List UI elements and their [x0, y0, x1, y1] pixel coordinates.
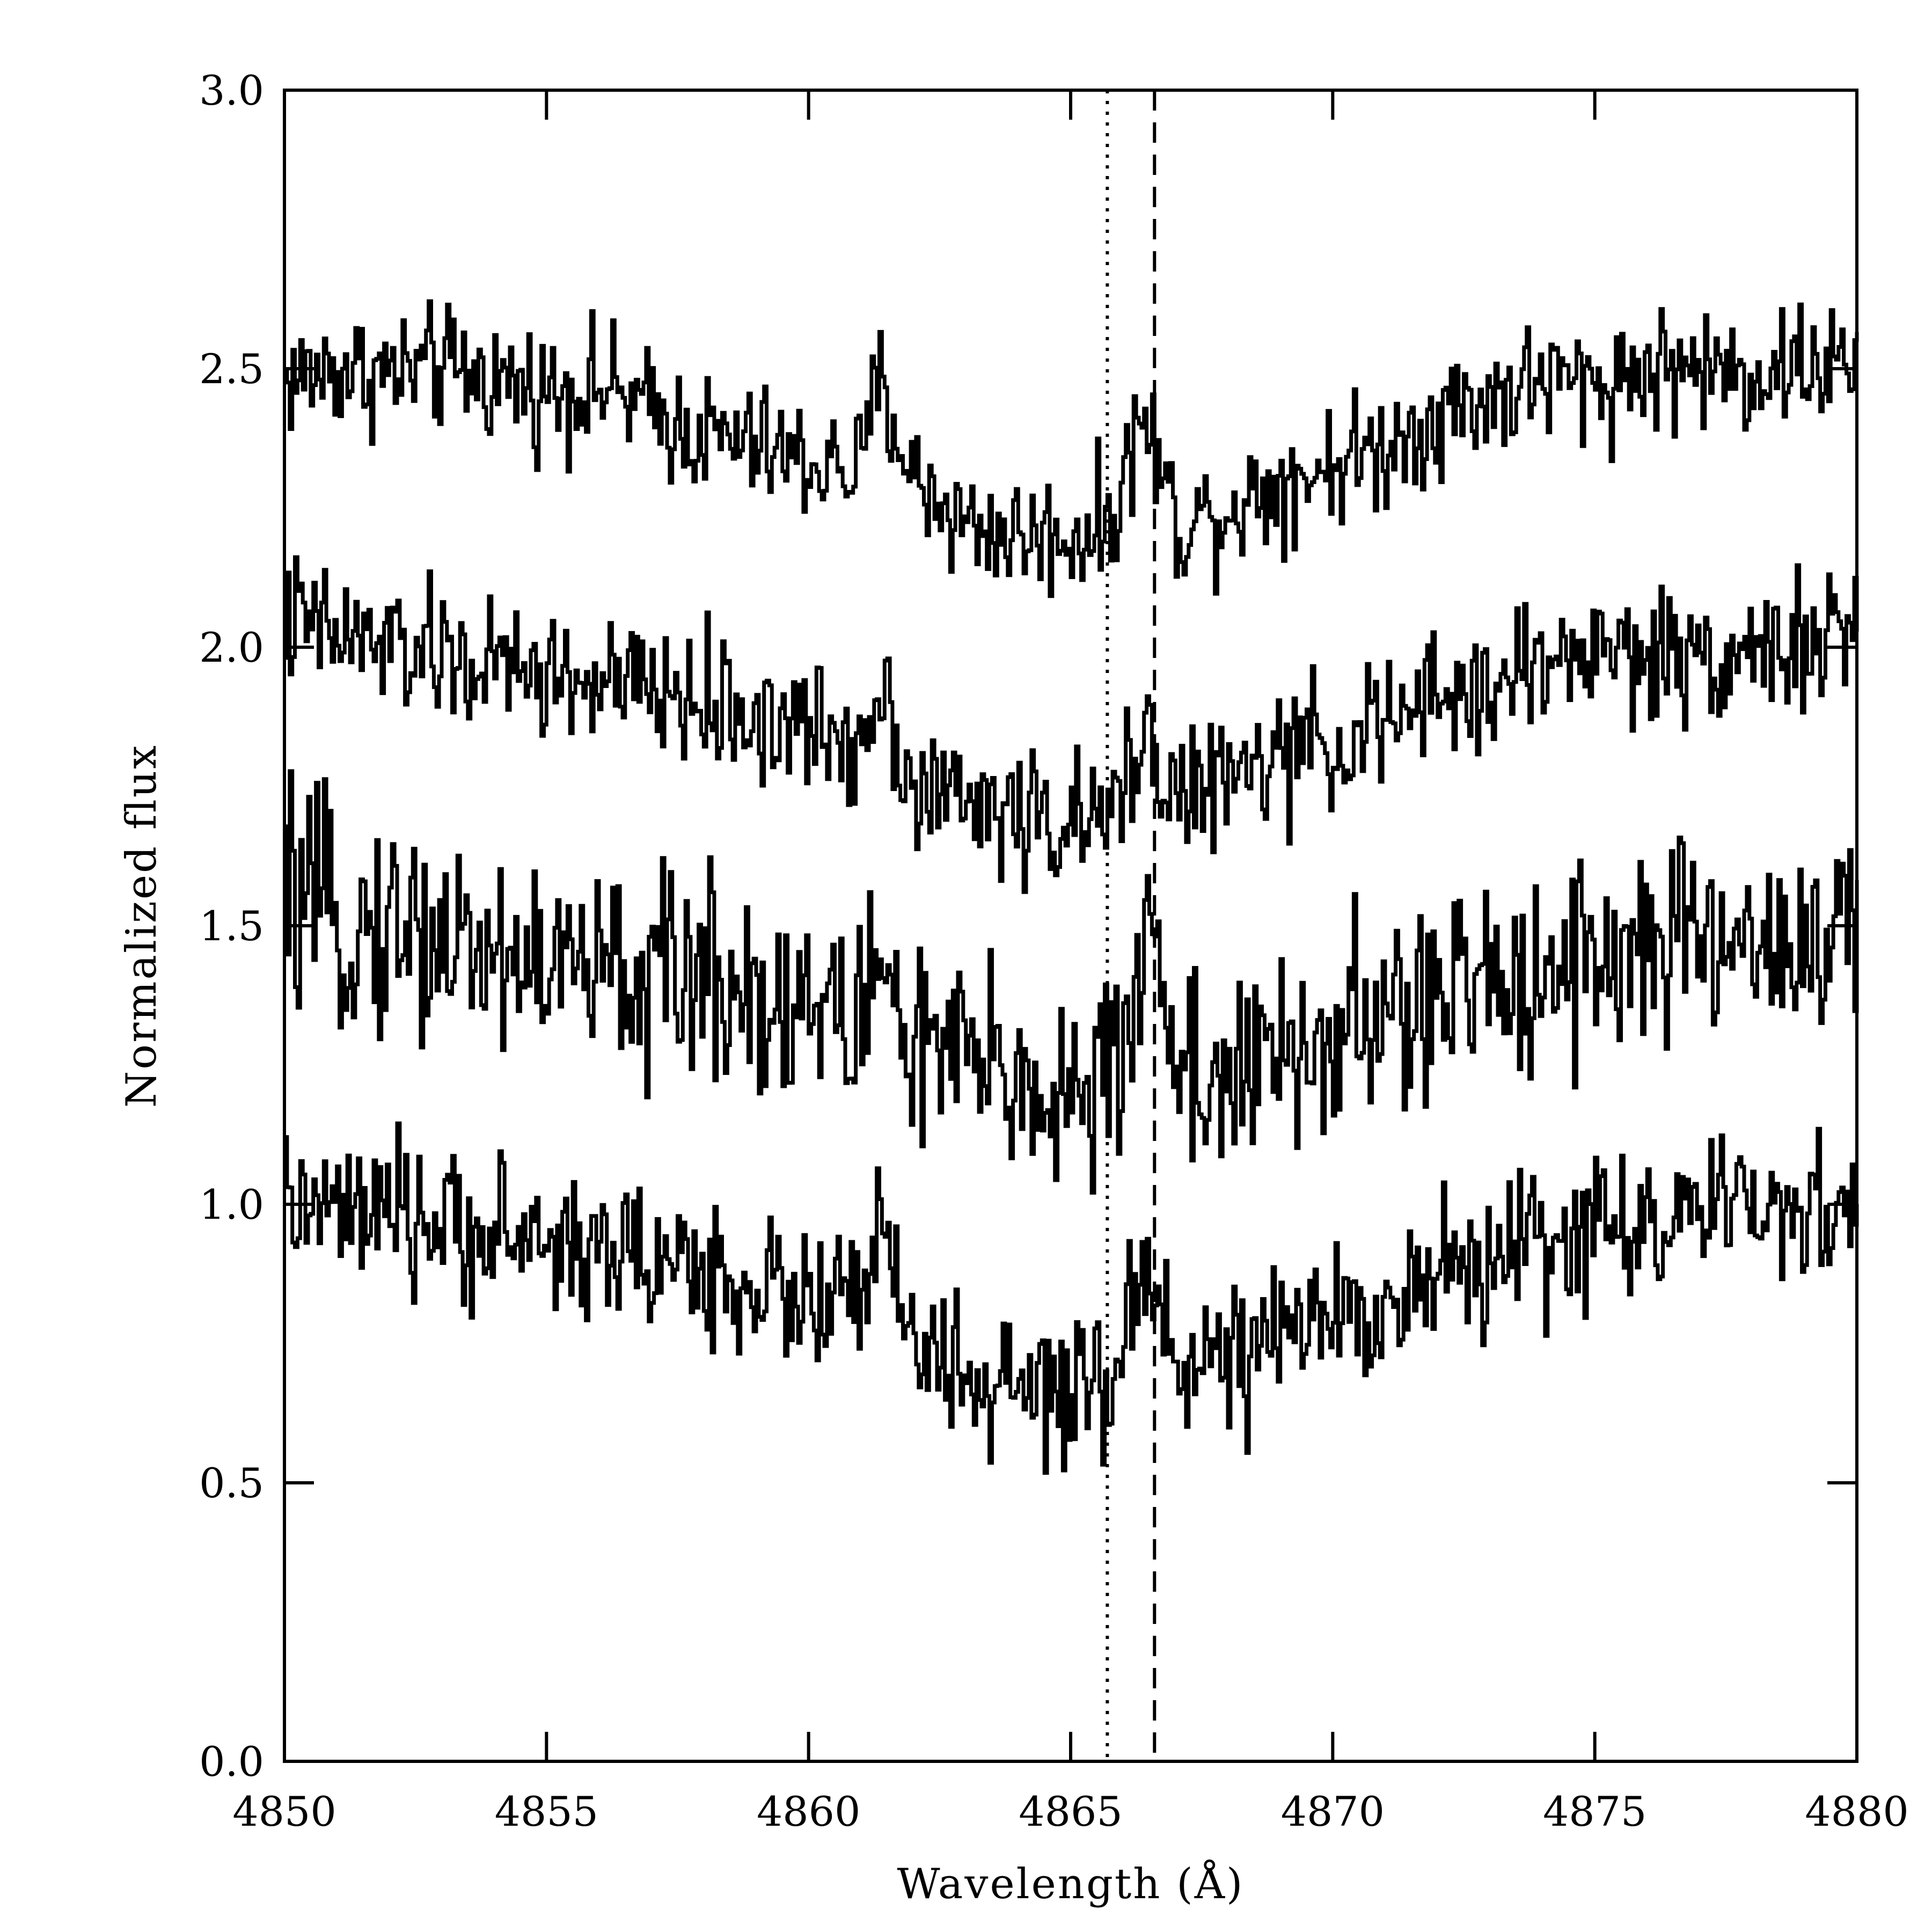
x-tick-label: 4850 [232, 1788, 336, 1835]
y-tick-label: 1.0 [199, 1181, 264, 1228]
x-axis-title: Wavelength (Å) [897, 1859, 1245, 1908]
y-tick-label: 0.0 [199, 1738, 264, 1785]
y-axis-title: Normalized flux [118, 744, 166, 1108]
y-tick-label: 0.5 [199, 1459, 264, 1507]
y-tick-label: 2.5 [199, 345, 264, 393]
axes [283, 89, 1858, 1763]
x-tick-label: 4865 [1019, 1788, 1122, 1835]
spectrum-series-3 [284, 769, 1859, 1195]
series-layer [284, 299, 1859, 1475]
reference-lines [1106, 90, 1157, 1761]
spectrum-series-1 [284, 299, 1859, 598]
x-tick-label: 4870 [1281, 1788, 1385, 1835]
spectrum-series-2 [284, 555, 1859, 894]
x-tick-label: 4860 [757, 1788, 860, 1835]
y-tick-label: 2.0 [199, 624, 264, 671]
x-tick-label: 4875 [1543, 1788, 1646, 1835]
y-tick-label: 3.0 [199, 67, 264, 114]
y-tick-label: 1.5 [199, 902, 264, 950]
tick-labels: 4850 4855 4860 4865 4870 4875 4880 0.0 0.5 1.0 1.5… [199, 67, 1909, 1835]
x-tick-label: 4880 [1805, 1788, 1908, 1835]
x-tick-label: 4855 [495, 1788, 598, 1835]
spectrum-series-4 [284, 1121, 1859, 1475]
